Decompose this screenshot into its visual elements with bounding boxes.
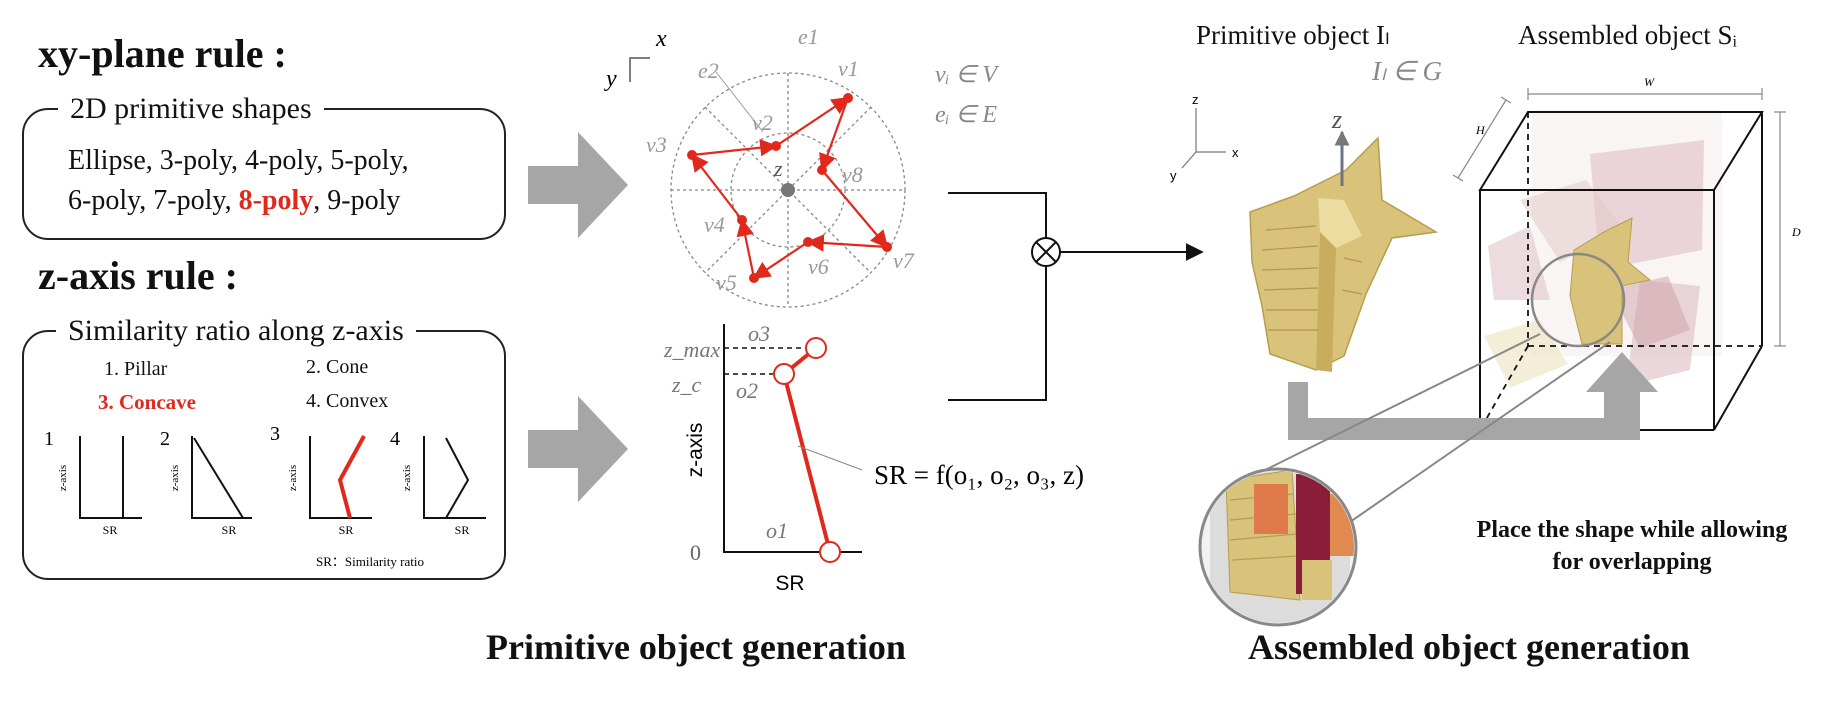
edge-label: e2 xyxy=(698,58,719,83)
primitive-caption: Primitive object generation xyxy=(486,627,906,667)
zmax-label: z_max xyxy=(663,337,720,362)
arrow-right-icon xyxy=(528,396,628,502)
xy-box-title: 2D primitive shapes xyxy=(58,92,324,126)
placement-note-line2: for overlapping xyxy=(1552,549,1712,575)
option-pillar: 1. Pillar xyxy=(104,358,168,380)
shape-list-line2: 6-poly, 7-poly, 8-poly, 9-poly xyxy=(68,182,400,220)
primitive-object-title: Primitive object Iₗ xyxy=(1196,20,1390,50)
coord-x-label: x xyxy=(655,26,667,52)
primitive-object-render: z x y z xyxy=(1170,92,1439,372)
arrow-right-icon xyxy=(528,132,628,238)
center-z-label: z xyxy=(773,156,783,181)
mini-chart-convex: 4 z-axis SR xyxy=(390,428,486,537)
coord-y-label: y xyxy=(604,66,617,92)
edge-label: e1 xyxy=(798,24,819,49)
shape-list-text: 6-poly, 7-poly, xyxy=(68,185,239,216)
vertex-set-legend: vᵢ ∈ V xyxy=(935,62,999,88)
shape-list-text-end: , 9-poly xyxy=(313,185,401,216)
mini-chart-concave: 3 z-axis SR xyxy=(270,423,372,537)
vertex-label: v6 xyxy=(808,254,829,279)
mini-ylabel: z-axis xyxy=(287,465,299,491)
z-axis-rule-title: z-axis rule : xyxy=(38,253,238,298)
option-convex: 4. Convex xyxy=(306,390,389,412)
edge-set-legend: eᵢ ∈ E xyxy=(935,102,997,128)
small-axis-x: x xyxy=(1232,145,1239,160)
zero-label: 0 xyxy=(690,540,701,565)
sr-formula: SR = f(o₁, o₂, o₃, z) xyxy=(874,460,1084,490)
vertex-label: v1 xyxy=(838,56,859,81)
zc-label: z_c xyxy=(671,372,702,397)
vertex-label: v7 xyxy=(893,248,915,273)
assembled-caption: Assembled object generation xyxy=(1248,627,1690,667)
dim-h: H xyxy=(1475,123,1486,137)
shape-list-line1: Ellipse, 3-poly, 4-poly, 5-poly, xyxy=(68,145,409,176)
o2-label: o2 xyxy=(736,378,758,403)
yaxis-label: z-axis xyxy=(684,423,707,478)
mini-xlabel: SR xyxy=(222,523,237,537)
z-rule-box xyxy=(22,330,506,580)
o3-label: o3 xyxy=(748,321,770,346)
vertex-label: v4 xyxy=(704,212,725,237)
small-axis-z: z xyxy=(1192,92,1199,107)
o1-label: o1 xyxy=(766,518,788,543)
big-z-label: z xyxy=(1331,105,1342,134)
mini-ylabel: z-axis xyxy=(57,465,69,491)
mini-chart-number: 4 xyxy=(390,428,400,450)
similarity-ratio-chart: z_max z_c o3 o2 o1 0 z-axis SR SR = f(o₁… xyxy=(663,321,1084,595)
mini-chart-number: 2 xyxy=(160,428,170,450)
mini-xlabel: SR xyxy=(455,523,470,537)
z-box-title: Similarity ratio along z-axis xyxy=(56,314,416,348)
mini-xlabel: SR xyxy=(339,523,354,537)
placement-note: Place the shape while allowing for overl… xyxy=(1440,514,1824,578)
mini-chart-number: 3 xyxy=(270,423,280,445)
primitive-object-set: Iₗ ∈ G xyxy=(1372,56,1442,86)
mini-chart-cone: 2 z-axis SR xyxy=(160,428,252,537)
option-concave: 3. Concave xyxy=(98,390,196,414)
vertex-label: v2 xyxy=(752,110,773,135)
vertex-label: v8 xyxy=(842,162,863,187)
vertex-label: v5 xyxy=(716,270,737,295)
combine-connector xyxy=(948,192,1204,401)
selected-shape: 8-poly xyxy=(238,185,314,216)
dim-w: W xyxy=(1644,75,1655,89)
mini-chart-number: 1 xyxy=(44,428,54,450)
option-cone: 2. Cone xyxy=(306,356,369,378)
assembled-object-cube: W D H xyxy=(1452,75,1801,431)
placement-arrow-icon xyxy=(1288,352,1658,440)
xy-rule-box xyxy=(22,108,506,240)
polygon-generation-diagram: v1 v2 v3 v4 v5 v6 v7 v8 e1 e2 z y x vᵢ ∈… xyxy=(604,24,999,308)
placement-note-line1: Place the shape while allowing xyxy=(1476,517,1788,543)
magnifier xyxy=(1198,333,1611,627)
mini-chart-pillar: 1 z-axis SR xyxy=(44,428,142,537)
mini-xlabel: SR xyxy=(103,523,118,537)
sr-note: SR：Similarity ratio xyxy=(316,554,424,569)
xaxis-label: SR xyxy=(775,572,804,595)
vertex-label: v3 xyxy=(646,132,667,157)
mini-ylabel: z-axis xyxy=(401,465,413,491)
small-axis-y: y xyxy=(1170,168,1177,183)
assembled-object-title: Assembled object Sᵢ xyxy=(1518,20,1737,50)
mini-ylabel: z-axis xyxy=(169,465,181,491)
dim-d: D xyxy=(1791,225,1801,239)
xy-plane-rule-title: xy-plane rule : xyxy=(38,31,287,76)
